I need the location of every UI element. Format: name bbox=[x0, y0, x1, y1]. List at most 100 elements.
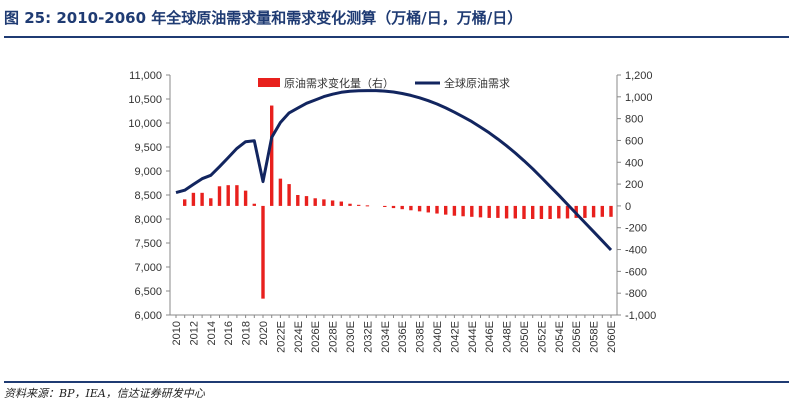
demand-change-bar bbox=[252, 203, 256, 206]
demand-change-bar bbox=[522, 205, 526, 219]
x-tick-label: 2016 bbox=[223, 321, 235, 345]
right-tick-label: 1,000 bbox=[625, 92, 653, 104]
demand-change-bar bbox=[496, 205, 500, 218]
demand-change-bar bbox=[209, 198, 213, 206]
legend-line-label: 全球原油需求 bbox=[444, 76, 510, 90]
demand-change-bar bbox=[278, 178, 283, 206]
x-tick-label: 2034E bbox=[380, 321, 392, 353]
demand-change-bar bbox=[583, 205, 587, 218]
left-tick-label: 7,500 bbox=[134, 238, 162, 250]
demand-change-bar bbox=[591, 205, 596, 218]
demand-change-bar bbox=[557, 205, 561, 219]
x-tick-label: 2032E bbox=[362, 321, 374, 353]
demand-change-bar bbox=[243, 190, 248, 206]
x-tick-label: 2054E bbox=[554, 321, 566, 353]
left-y-axis: 6,000 6,500 7,000 7,500 8,000 8,500 9,000 9,500… bbox=[128, 70, 171, 322]
x-tick-label: 2056E bbox=[571, 321, 583, 353]
right-tick-label: -1,000 bbox=[625, 310, 656, 322]
legend-bar-label: 原油需求变化量（右） bbox=[284, 76, 394, 90]
left-tick-label: 8,000 bbox=[134, 214, 162, 226]
demand-change-bar bbox=[452, 205, 457, 216]
demand-change-bar bbox=[330, 200, 335, 206]
left-tick-label: 10,500 bbox=[128, 94, 162, 106]
x-tick-label: 2018 bbox=[241, 321, 253, 345]
x-tick-label: 2046E bbox=[484, 321, 496, 353]
left-tick-label: 6,000 bbox=[134, 310, 162, 322]
demand-change-bar bbox=[444, 205, 448, 215]
x-tick-label: 2022E bbox=[275, 321, 287, 353]
demand-change-bar bbox=[191, 192, 196, 206]
x-tick-label: 2012 bbox=[188, 321, 200, 345]
demand-change-bar bbox=[470, 205, 474, 217]
demand-change-bar bbox=[339, 201, 343, 206]
demand-change-bar bbox=[504, 205, 509, 219]
figure-title: 图 25: 2010-2060 年全球原油需求量和需求变化测算（万桶/日，万桶/… bbox=[4, 9, 523, 27]
x-tick-label: 2042E bbox=[449, 321, 461, 353]
demand-change-bar bbox=[461, 205, 465, 217]
demand-change-bar bbox=[539, 205, 544, 219]
demand-change-bar bbox=[548, 205, 552, 219]
right-tick-label: 800 bbox=[625, 114, 643, 126]
x-tick-label: 2026E bbox=[310, 321, 322, 353]
x-tick-label: 2024E bbox=[293, 321, 305, 353]
demand-change-bar bbox=[478, 205, 483, 218]
left-tick-label: 8,500 bbox=[134, 190, 162, 202]
demand-change-bar bbox=[409, 205, 413, 211]
demand-change-bars bbox=[183, 105, 613, 299]
demand-change-bar bbox=[200, 192, 204, 206]
demand-change-bar bbox=[365, 205, 370, 207]
demand-change-bar bbox=[322, 199, 326, 206]
right-tick-label: 400 bbox=[625, 157, 643, 169]
demand-change-bar bbox=[531, 205, 535, 219]
demand-change-bar bbox=[226, 185, 230, 206]
demand-change-bar bbox=[383, 205, 387, 207]
x-tick-label: 2052E bbox=[536, 321, 548, 353]
x-tick-label: 2050E bbox=[519, 321, 531, 353]
demand-change-bar bbox=[487, 205, 491, 218]
demand-change-bar bbox=[565, 205, 570, 219]
left-tick-label: 7,000 bbox=[134, 262, 162, 274]
right-tick-label: -400 bbox=[625, 245, 647, 257]
x-tick-label: 2038E bbox=[415, 321, 427, 353]
legend-bar-swatch bbox=[258, 78, 280, 87]
title-rule bbox=[4, 36, 789, 38]
x-tick-label: 2044E bbox=[467, 321, 479, 353]
left-tick-label: 6,500 bbox=[134, 286, 162, 298]
source-note: 资料来源：BP，IEA，信达证券研发中心 bbox=[4, 387, 205, 400]
x-tick-label: 2020 bbox=[258, 321, 270, 345]
x-axis: 2010 2012 2014 2016 2018 2020 2022E 2024E 2026E 2… bbox=[170, 314, 618, 353]
demand-change-bar bbox=[287, 184, 291, 206]
demand-change-bar bbox=[183, 199, 187, 206]
right-tick-label: 600 bbox=[625, 135, 643, 147]
global-demand-line-group bbox=[175, 89, 613, 252]
demand-change-bar bbox=[609, 205, 613, 217]
left-tick-label: 9,500 bbox=[134, 142, 162, 154]
right-tick-label: 200 bbox=[625, 179, 643, 191]
x-tick-label: 2014 bbox=[206, 321, 218, 345]
x-tick-label: 2010 bbox=[171, 321, 183, 345]
right-tick-label: 0 bbox=[625, 201, 631, 213]
x-tick-label: 2036E bbox=[397, 321, 409, 353]
demand-change-bar bbox=[313, 198, 317, 206]
x-tick-label: 2048E bbox=[502, 321, 514, 353]
x-tick-label: 2060E bbox=[606, 321, 618, 353]
right-y-axis: -1,000 -800 -600 -400 -200 0 200 400 600 800 1,000… bbox=[616, 70, 656, 322]
demand-change-bar bbox=[357, 204, 361, 206]
demand-change-bar bbox=[304, 196, 309, 206]
legend: 原油需求变化量（右） 全球原油需求 bbox=[258, 76, 510, 90]
demand-change-bar bbox=[435, 205, 439, 214]
demand-change-bar bbox=[417, 205, 422, 212]
x-tick-label: 2030E bbox=[345, 321, 357, 353]
demand-change-bar bbox=[270, 105, 274, 206]
demand-change-bar bbox=[600, 205, 604, 217]
right-tick-label: 1,200 bbox=[625, 70, 653, 82]
source-rule bbox=[4, 381, 789, 383]
left-tick-label: 10,000 bbox=[128, 118, 162, 130]
x-tick-label: 2058E bbox=[589, 321, 601, 353]
demand-change-bar bbox=[426, 205, 430, 213]
left-tick-label: 9,000 bbox=[134, 166, 162, 178]
x-tick-label: 2040E bbox=[432, 321, 444, 353]
demand-change-bar bbox=[217, 186, 222, 206]
right-tick-label: -800 bbox=[625, 288, 647, 300]
